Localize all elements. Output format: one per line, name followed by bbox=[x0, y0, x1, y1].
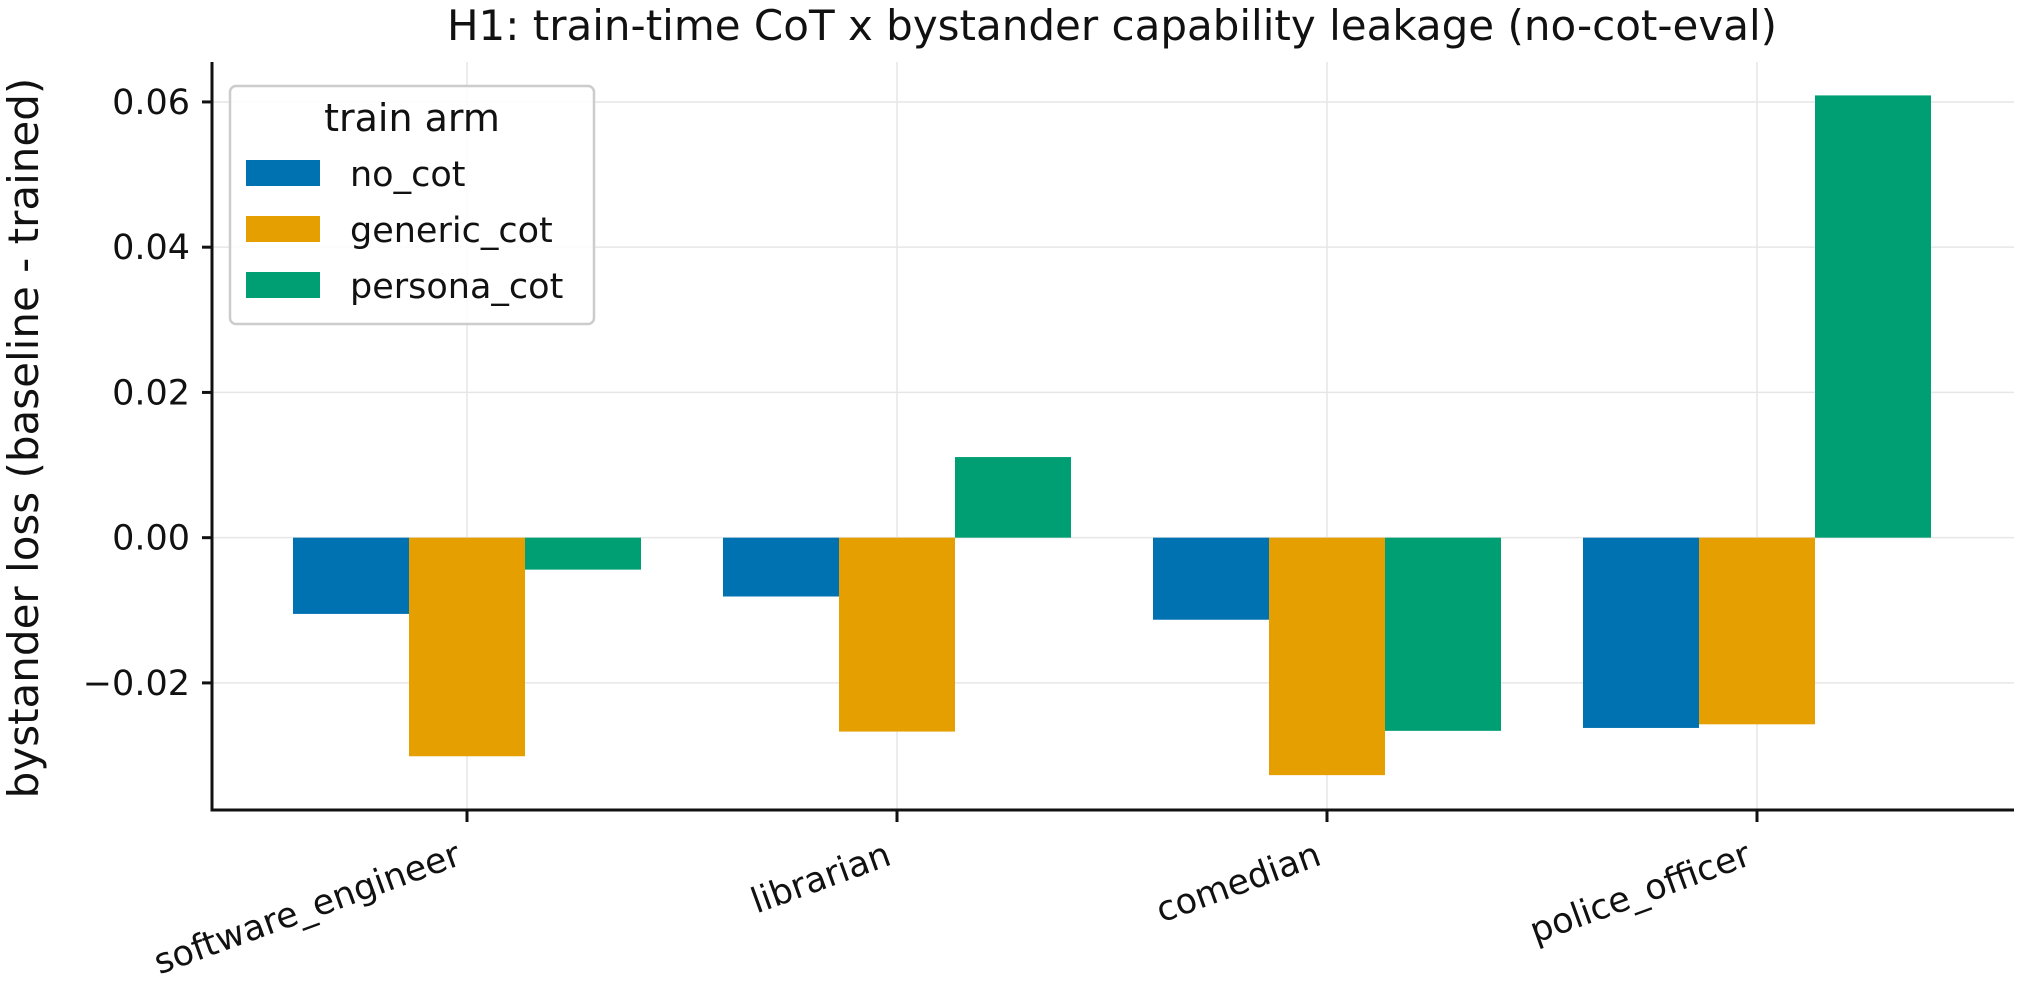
x-tick-label-police_officer: police_officer bbox=[1525, 835, 1757, 952]
y-tick-label: 0.00 bbox=[112, 519, 190, 559]
bar-no_cot-librarian bbox=[723, 537, 839, 597]
x-ticks: software_engineer librarian comedian police… bbox=[149, 810, 1759, 983]
y-tick-label: 0.02 bbox=[112, 373, 190, 413]
bar-no_cot-software_engineer bbox=[293, 537, 409, 614]
bar-generic_cot-librarian bbox=[839, 537, 955, 732]
bar-generic_cot-comedian bbox=[1269, 537, 1385, 776]
legend: train arm no_cot generic_cot persona_cot bbox=[228, 84, 596, 326]
y-ticks: −0.02 0.00 0.02 0.04 0.06 bbox=[83, 83, 212, 704]
legend-label-no_cot: no_cot bbox=[350, 155, 465, 195]
bars bbox=[293, 95, 1931, 776]
x-tick-label-comedian: comedian bbox=[1151, 835, 1326, 931]
bar-persona_cot-librarian bbox=[955, 457, 1071, 538]
x-tick-label-software_engineer: software_engineer bbox=[149, 835, 467, 983]
legend-swatch-persona_cot bbox=[246, 272, 320, 298]
y-tick-label: −0.02 bbox=[83, 664, 190, 704]
y-axis-label: bystander loss (baseline - trained) bbox=[0, 78, 48, 799]
bar-no_cot-comedian bbox=[1153, 537, 1269, 620]
bar-no_cot-police_officer bbox=[1583, 537, 1699, 728]
legend-label-persona_cot: persona_cot bbox=[350, 267, 563, 307]
bar-generic_cot-police_officer bbox=[1699, 537, 1815, 725]
bar-persona_cot-software_engineer bbox=[525, 537, 641, 570]
legend-frame bbox=[228, 84, 596, 326]
x-tick-label-librarian: librarian bbox=[746, 835, 896, 922]
legend-swatch-generic_cot bbox=[246, 216, 320, 242]
y-tick-label: 0.06 bbox=[112, 83, 190, 123]
legend-label-generic_cot: generic_cot bbox=[350, 211, 553, 251]
y-tick-label: 0.04 bbox=[112, 228, 190, 268]
axes bbox=[210, 62, 2014, 812]
legend-title: train arm bbox=[324, 96, 500, 140]
bar-persona_cot-police_officer bbox=[1815, 95, 1931, 538]
legend-items: no_cot generic_cot persona_cot bbox=[246, 155, 563, 307]
bar-persona_cot-comedian bbox=[1385, 537, 1501, 731]
bar-generic_cot-software_engineer bbox=[409, 537, 525, 757]
chart-title: H1: train-time CoT x bystander capabilit… bbox=[447, 1, 1777, 50]
legend-swatch-no_cot bbox=[246, 160, 320, 186]
